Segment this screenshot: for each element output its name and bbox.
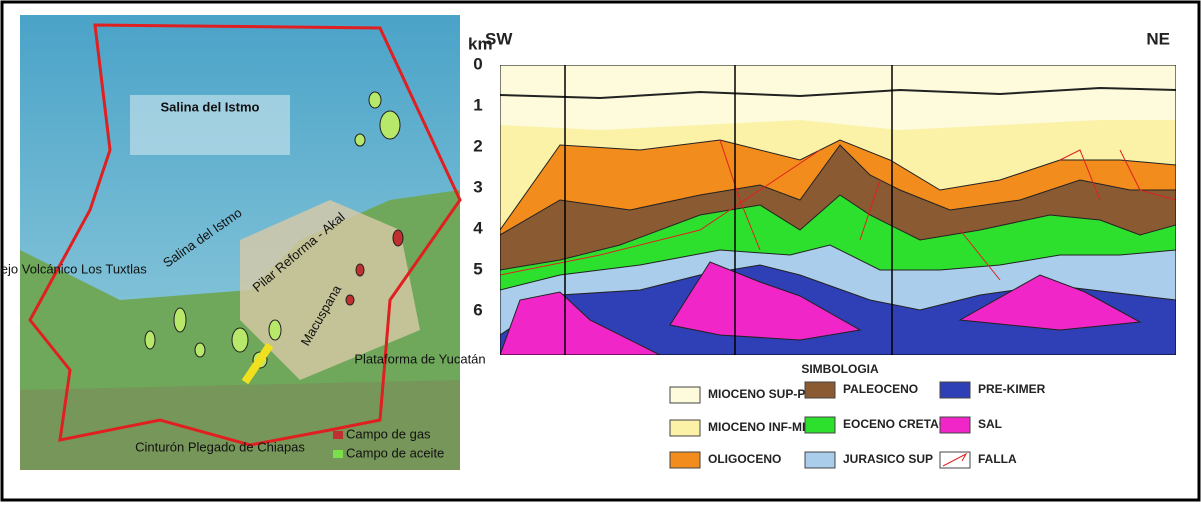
legend-label: PALEOCENO (843, 382, 918, 396)
figure: Salina del Istmo Complejo Volcánico Los … (0, 0, 1201, 502)
legend-swatch (670, 452, 700, 468)
depth-tick-label: 6 (473, 300, 482, 319)
map (20, 15, 460, 470)
legend-swatch (940, 417, 970, 433)
legend-label: JURASICO SUP (843, 452, 933, 466)
map-legend-label: Campo de gas (346, 426, 431, 441)
legend-label: OLIGOCENO (708, 452, 781, 466)
legend-label: MIOCENO INF-MED (708, 420, 819, 434)
legend-swatch (940, 382, 970, 398)
map-label: Complejo Volcánico Los Tuxtlas (0, 261, 147, 276)
depth-tick-label: 3 (473, 177, 482, 196)
orientation-label: NE (1146, 29, 1170, 48)
legend-label: SAL (978, 417, 1002, 431)
legend-swatch (805, 382, 835, 398)
depth-tick-label: 5 (473, 259, 482, 278)
legend-swatch (805, 452, 835, 468)
depth-tick-label: 4 (473, 218, 483, 237)
orientation-label: SW (485, 29, 513, 48)
map-label: Plataforma de Yucatán (354, 351, 485, 366)
legend-title: SIMBOLOGIA (801, 362, 879, 376)
depth-tick-label: 2 (473, 136, 482, 155)
legend-label: FALLA (978, 452, 1017, 466)
legend-swatch (670, 420, 700, 436)
map-label: Cinturón Plegado de Chiapas (135, 439, 305, 454)
depth-tick-label: 1 (473, 95, 482, 114)
map-legend-label: Campo de aceite (346, 445, 444, 460)
map-label: Salina del Istmo (161, 99, 260, 114)
legend-label: PRE-KIMER (978, 382, 1046, 396)
legend-swatch (670, 387, 700, 403)
cross-section (500, 65, 1176, 355)
depth-tick-label: 0 (473, 54, 482, 73)
legend-swatch (805, 417, 835, 433)
